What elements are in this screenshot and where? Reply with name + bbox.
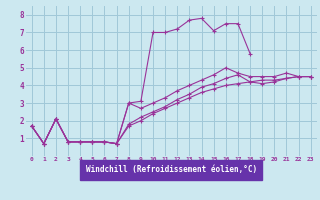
X-axis label: Windchill (Refroidissement éolien,°C): Windchill (Refroidissement éolien,°C) — [86, 165, 257, 174]
